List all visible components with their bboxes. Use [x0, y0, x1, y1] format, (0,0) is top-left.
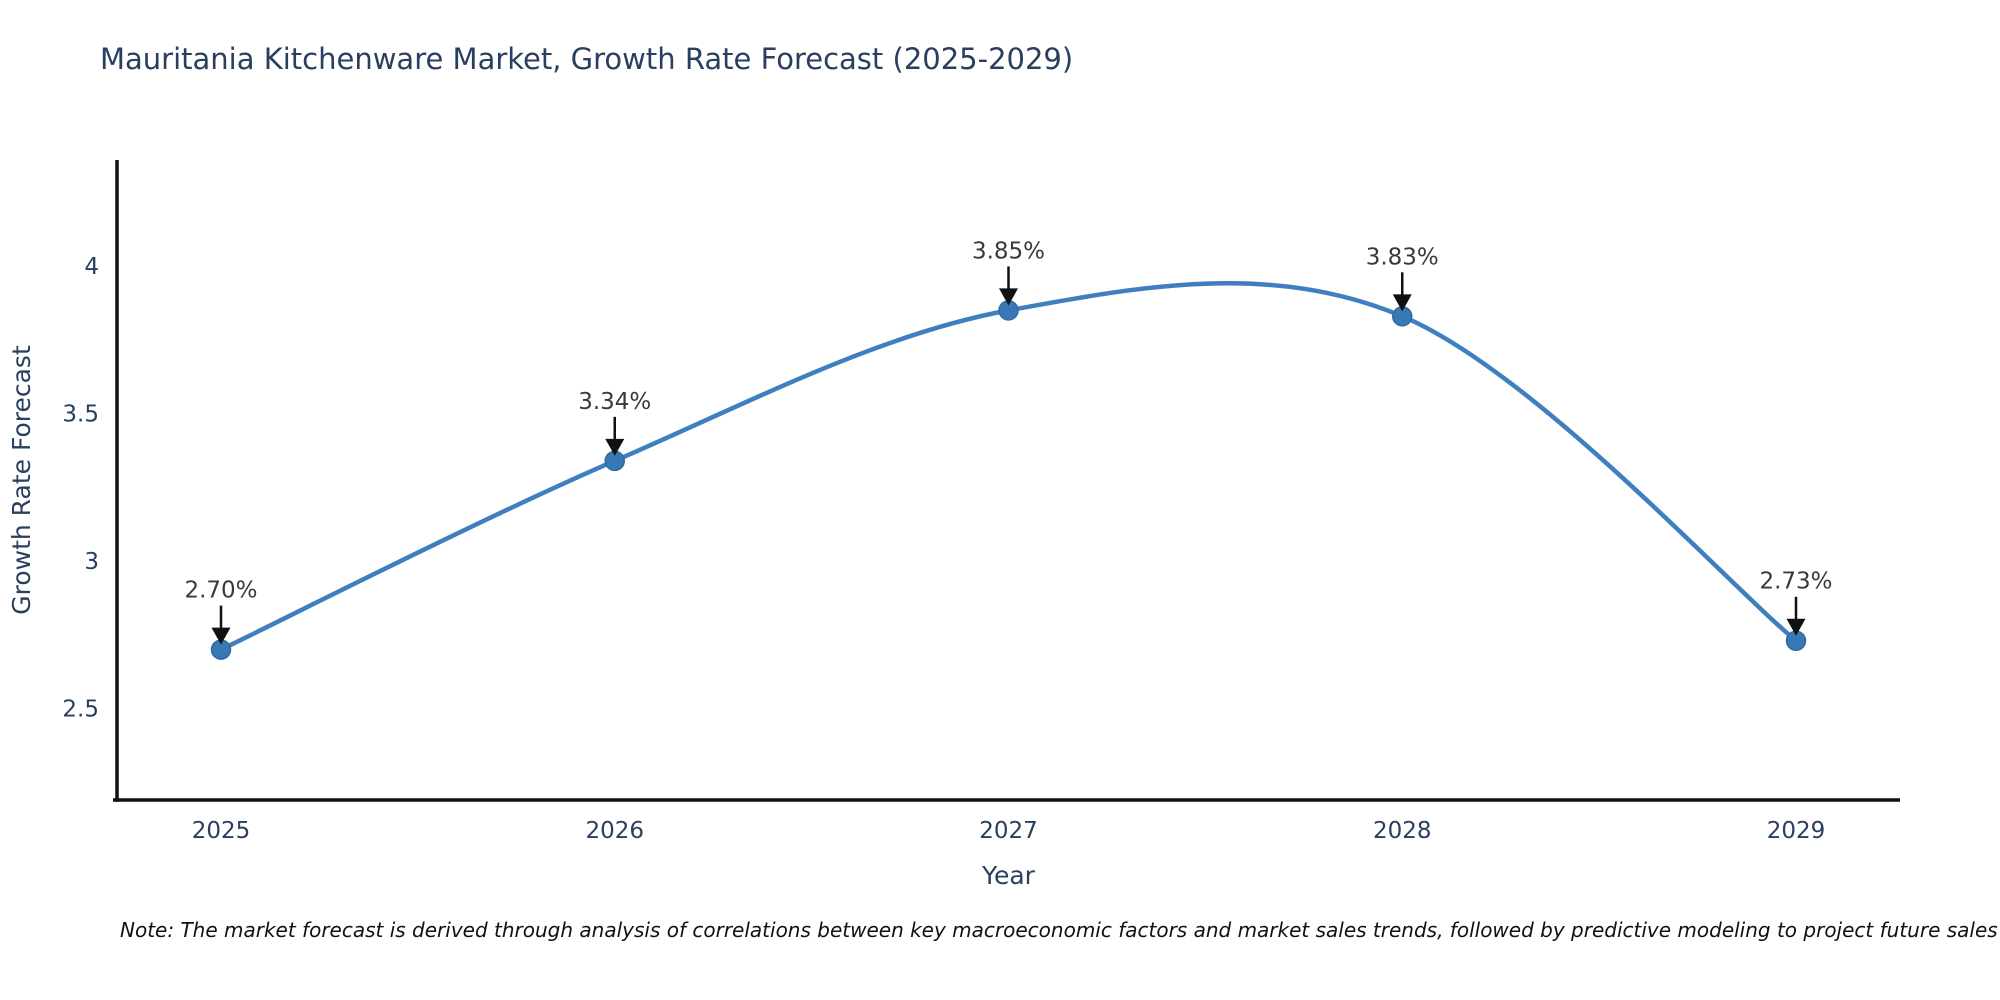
data-point-label: 3.83% [1366, 244, 1439, 270]
annotation-arrow-head [605, 438, 625, 456]
data-point-label: 2.73% [1759, 569, 1832, 595]
y-tick-label: 4 [84, 254, 99, 280]
x-tick-label: 2026 [585, 818, 644, 844]
x-tick-label: 2028 [1373, 818, 1432, 844]
y-tick-label: 2.5 [62, 697, 99, 723]
x-tick-label: 2029 [1767, 818, 1826, 844]
y-tick-label: 3.5 [62, 402, 99, 428]
data-point-label: 3.85% [972, 238, 1045, 264]
x-tick-label: 2027 [979, 818, 1038, 844]
data-point-label: 3.34% [578, 389, 651, 415]
annotation-arrow-head [1392, 294, 1412, 312]
y-axis-title: Growth Rate Forecast [7, 345, 36, 615]
data-point-label: 2.70% [184, 578, 257, 604]
annotation-arrow-head [1786, 618, 1806, 636]
annotation-arrow-head [999, 288, 1018, 306]
forecast-line [218, 281, 1799, 652]
x-axis-title: Year [981, 861, 1036, 890]
footnote: Note: The market forecast is derived thr… [120, 918, 1998, 942]
x-tick-label: 2025 [192, 818, 251, 844]
y-tick-label: 3 [84, 549, 99, 575]
annotation-arrow-head [211, 627, 231, 645]
chart-title: Mauritania Kitchenware Market, Growth Ra… [100, 42, 1074, 76]
